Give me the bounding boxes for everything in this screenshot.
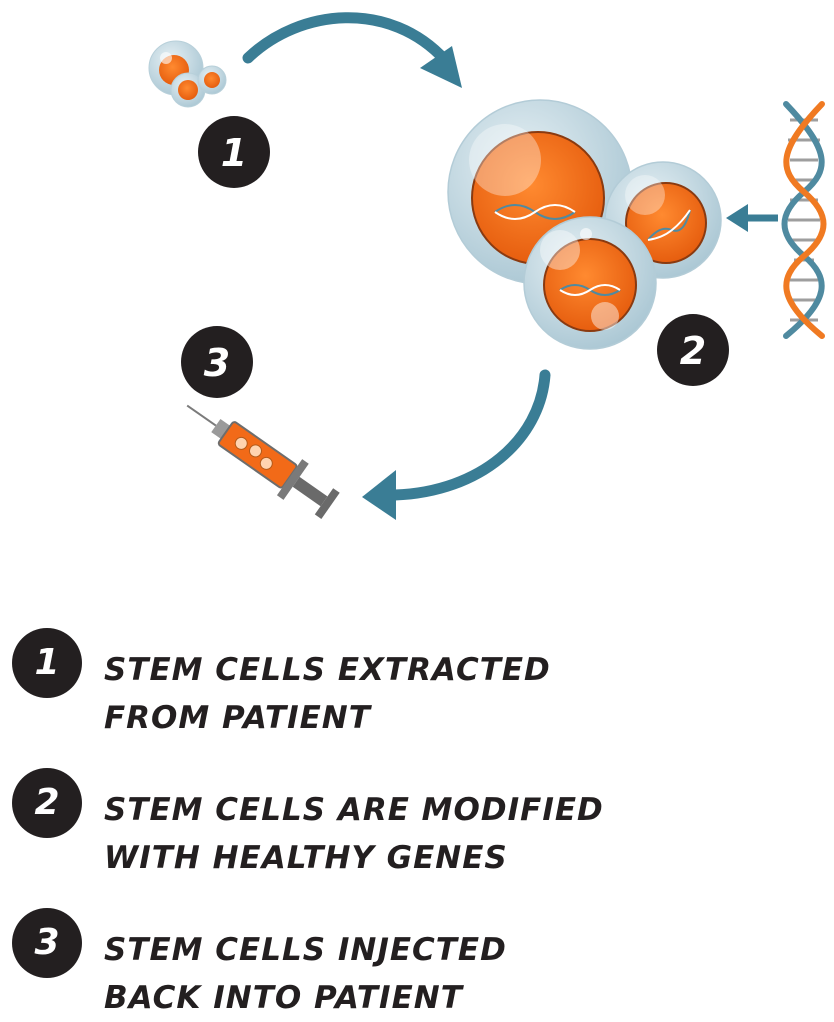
arrow-extract-to-modify-icon <box>242 12 462 88</box>
step-3-badge: 3 <box>181 326 253 398</box>
legend-item-3: 3 STEM CELLS INJECTED BACK INTO PATIENT <box>12 898 812 1016</box>
svg-text:1: 1 <box>221 131 247 175</box>
stem-cells-icon <box>148 40 227 108</box>
arrow-dna-to-cells-icon <box>726 204 778 232</box>
legend-badge-1: 1 <box>12 628 82 698</box>
legend-item-1: 1 STEM CELLS EXTRACTED FROM PATIENT <box>12 618 812 736</box>
step-2-badge: 2 <box>657 314 729 386</box>
legend-text-3: STEM CELLS INJECTED BACK INTO PATIENT <box>104 932 507 1016</box>
legend-item-2: 2 STEM CELLS ARE MODIFIED WITH HEALTHY G… <box>12 758 812 876</box>
gene-therapy-cycle-diagram: 1 2 3 <box>148 12 827 520</box>
legend-badge-3: 3 <box>12 908 82 978</box>
legend-badge-2: 2 <box>12 768 82 838</box>
syringe-icon <box>186 404 340 519</box>
arrow-modify-to-inject-icon <box>362 369 551 520</box>
svg-text:2: 2 <box>680 329 706 373</box>
step-1-badge: 1 <box>198 116 270 188</box>
legend-text-2: STEM CELLS ARE MODIFIED WITH HEALTHY GEN… <box>104 792 604 876</box>
dna-helix-icon <box>781 101 827 339</box>
modified-cells-icon <box>447 99 722 350</box>
svg-text:3: 3 <box>204 341 230 385</box>
legend-text-1: STEM CELLS EXTRACTED FROM PATIENT <box>104 652 551 736</box>
